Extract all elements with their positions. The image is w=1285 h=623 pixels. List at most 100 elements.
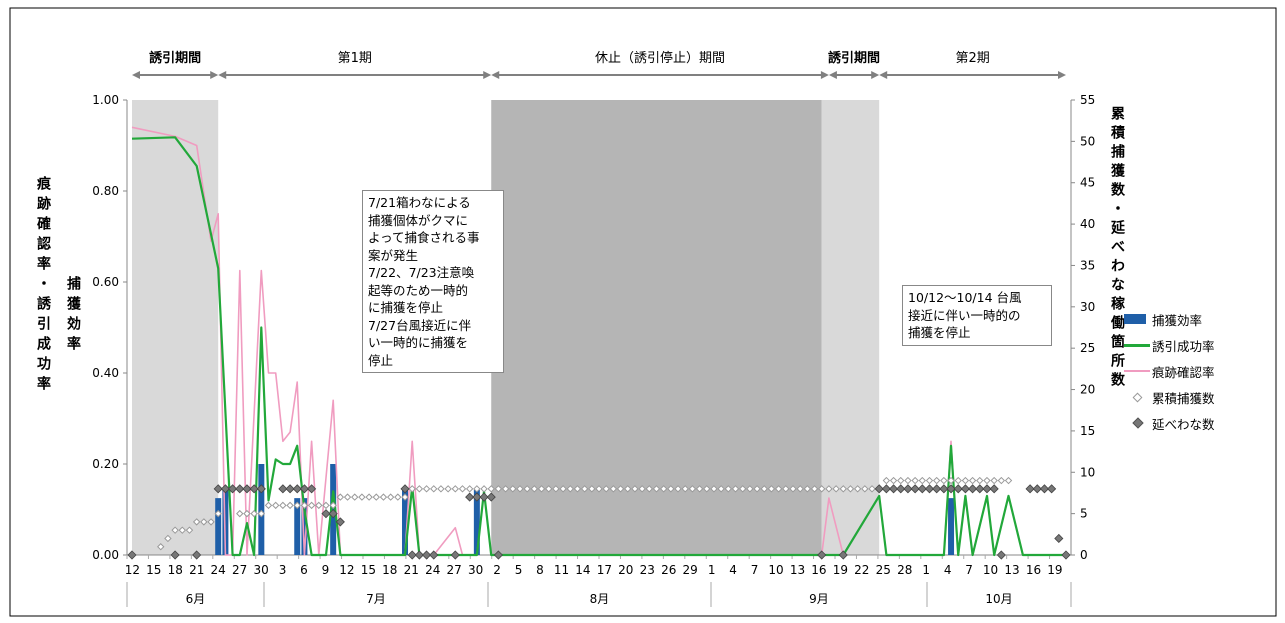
period-arrowhead [210, 71, 219, 79]
period-arrowhead [483, 71, 492, 79]
x-tick-label: 4 [729, 563, 737, 577]
cumulative-marker [782, 485, 790, 493]
trap-count-marker [960, 484, 970, 494]
trap-count-marker [127, 550, 137, 560]
period-label: 休止（誘引停止）期間 [595, 50, 725, 66]
legend-swatch-bar [1124, 314, 1146, 324]
annotation-note-july: 7/21箱わなによる 捕獲個体がクマに よって捕食される事 案が発生 7/22、… [362, 190, 504, 373]
trap-count-marker [896, 484, 906, 494]
cumulative-marker [379, 493, 388, 501]
cumulative-marker [192, 518, 201, 526]
cumulative-marker [559, 485, 567, 493]
cumulative-marker [214, 509, 222, 518]
cumulative-marker [516, 485, 524, 493]
period-label: 誘引期間 [149, 50, 201, 66]
legend-label: 累積捕獲数 [1152, 391, 1215, 406]
cumulative-marker [624, 485, 632, 493]
trap-count-marker [321, 509, 331, 519]
y-left-axis-title: 痕跡確認率・誘引成功率 [35, 176, 51, 396]
cumulative-marker [990, 476, 998, 485]
y-right-tick-label: 10 [1080, 465, 1095, 479]
trap-count-marker [953, 484, 963, 494]
cumulative-marker [595, 485, 603, 493]
cumulative-marker [322, 501, 330, 510]
x-tick-label: 12 [125, 563, 140, 577]
period-arrowhead [491, 71, 500, 79]
legend-label: 延べわな数 [1152, 417, 1215, 432]
trap-count-marker [450, 550, 460, 560]
x-tick-label: 24 [425, 563, 440, 577]
cumulative-marker [444, 485, 452, 493]
trap-count-marker [1047, 484, 1057, 494]
trap-count-marker [968, 484, 978, 494]
period-arrowhead [871, 71, 880, 79]
y-left-tick-label: 0.40 [92, 366, 119, 380]
y-right-tick-label: 55 [1080, 93, 1095, 107]
cumulative-marker [753, 485, 761, 493]
month-label: 7月 [366, 592, 386, 606]
x-tick-label: 10 [768, 563, 783, 577]
cumulative-marker [386, 493, 395, 501]
y-left-tick-label: 0.00 [92, 548, 119, 562]
trap-count-marker [414, 550, 424, 560]
cumulative-marker [846, 485, 855, 493]
y-left-tick-label: 1.00 [92, 93, 119, 107]
cumulative-marker [961, 476, 970, 485]
trap-count-marker [817, 550, 827, 560]
trap-count-marker [989, 484, 999, 494]
trap-count-marker [996, 550, 1006, 560]
cumulative-marker [286, 501, 294, 510]
cumulative-marker [774, 485, 783, 493]
capture-efficiency-bar [294, 498, 301, 555]
x-tick-label: 21 [404, 563, 419, 577]
cumulative-marker [760, 485, 768, 493]
y-right-tick-label: 15 [1080, 424, 1095, 438]
x-tick-label: 29 [683, 563, 698, 577]
cumulative-marker [200, 518, 208, 526]
cumulative-marker [947, 476, 955, 485]
cumulative-marker [487, 485, 495, 493]
cumulative-marker [257, 509, 266, 518]
y-right-tick-label: 25 [1080, 341, 1095, 355]
cumulative-marker [767, 485, 776, 493]
trap-count-marker [881, 484, 891, 494]
cumulative-marker [494, 485, 503, 493]
x-tick-label: 15 [146, 563, 161, 577]
x-tick-label: 28 [897, 563, 912, 577]
cumulative-marker [1004, 476, 1013, 485]
x-tick-label: 7 [965, 563, 973, 577]
trap-count-marker [946, 484, 956, 494]
cumulative-marker [839, 485, 847, 493]
cumulative-marker [509, 485, 517, 493]
legend-label: 痕跡確認率 [1152, 365, 1215, 380]
x-tick-label: 8 [536, 563, 544, 577]
cumulative-marker [724, 485, 733, 493]
x-tick-label: 16 [1026, 563, 1041, 577]
cumulative-marker [480, 485, 488, 493]
trap-count-marker [228, 484, 238, 494]
y-left-tick-label: 0.20 [92, 457, 119, 471]
x-tick-label: 19 [1047, 563, 1062, 577]
cumulative-marker [710, 485, 718, 493]
cumulative-marker [171, 526, 179, 534]
period-arrowhead [820, 71, 829, 79]
trap-count-marker [278, 484, 288, 494]
shade-layer [132, 100, 880, 555]
y-right-tick-label: 45 [1080, 176, 1095, 190]
trap-count-marker [328, 509, 338, 519]
trap-count-marker [479, 492, 489, 502]
period-label: 誘引期間 [828, 50, 880, 66]
cumulative-marker [307, 501, 316, 510]
marker-layer [127, 476, 1071, 560]
legend-label: 誘引成功率 [1152, 339, 1215, 354]
cumulative-marker [810, 485, 819, 493]
cumulative-marker [372, 493, 380, 501]
cumulative-marker [746, 485, 754, 493]
trap-count-marker [903, 484, 913, 494]
cumulative-marker [602, 485, 610, 493]
cumulative-marker [415, 485, 424, 493]
cumulative-marker [401, 493, 409, 501]
cumulative-marker [818, 485, 826, 493]
trap-count-marker [1061, 550, 1071, 560]
